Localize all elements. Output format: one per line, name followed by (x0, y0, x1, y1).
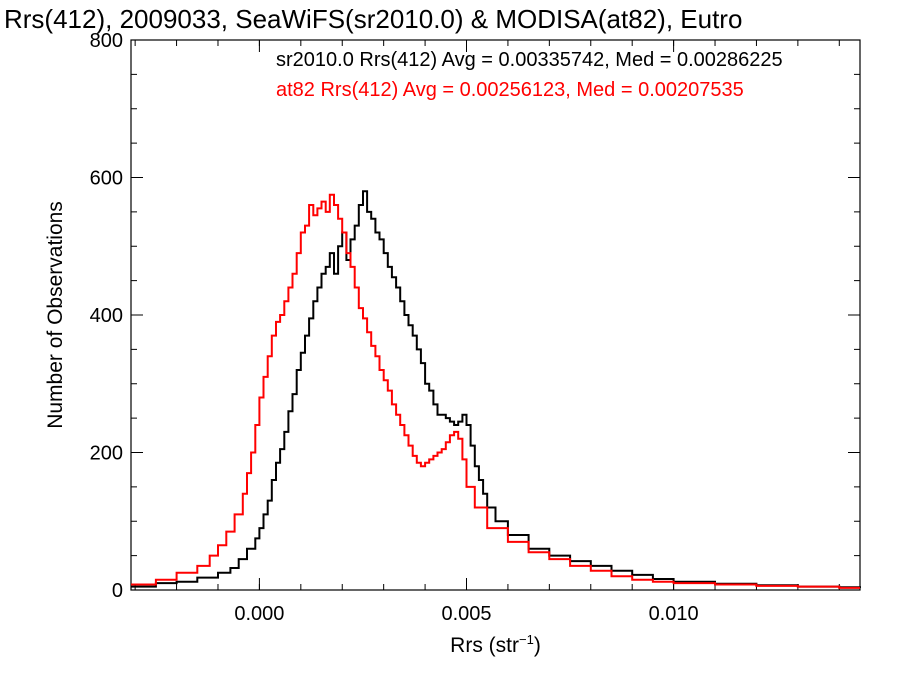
y-tick-labels: 0 200 400 600 800 (90, 30, 123, 602)
x-axis-label-base: Rrs (str (450, 634, 519, 657)
series-line-at82 (131, 193, 860, 589)
x-axis-label: Rrs (str−1) (450, 632, 541, 657)
y-tick-label: 800 (90, 30, 123, 52)
x-tick-labels: 0.000 0.005 0.010 (234, 603, 698, 625)
x-tick-label: 0.005 (441, 603, 491, 625)
series-layer (131, 190, 861, 589)
y-axis-label: Number of Observations (44, 201, 67, 429)
legend-entry: sr2010.0 Rrs(412) Avg = 0.00335742, Med … (276, 49, 783, 71)
y-tick-label: 0 (112, 580, 123, 602)
x-tick-label: 0.000 (234, 603, 284, 625)
chart-title: Rrs(412), 2009033, SeaWiFS(sr2010.0) & M… (4, 4, 742, 34)
legend: sr2010.0 Rrs(412) Avg = 0.00335742, Med … (276, 49, 783, 101)
x-tick-label: 0.010 (649, 603, 699, 625)
y-tick-label: 600 (90, 168, 123, 190)
x-axis-label-superscript: −1 (519, 632, 534, 647)
y-tick-label: 200 (90, 443, 123, 465)
y-tick-label: 400 (90, 305, 123, 327)
x-axis-label-end: ) (534, 634, 541, 657)
legend-entry: at82 Rrs(412) Avg = 0.00256123, Med = 0.… (276, 79, 744, 101)
